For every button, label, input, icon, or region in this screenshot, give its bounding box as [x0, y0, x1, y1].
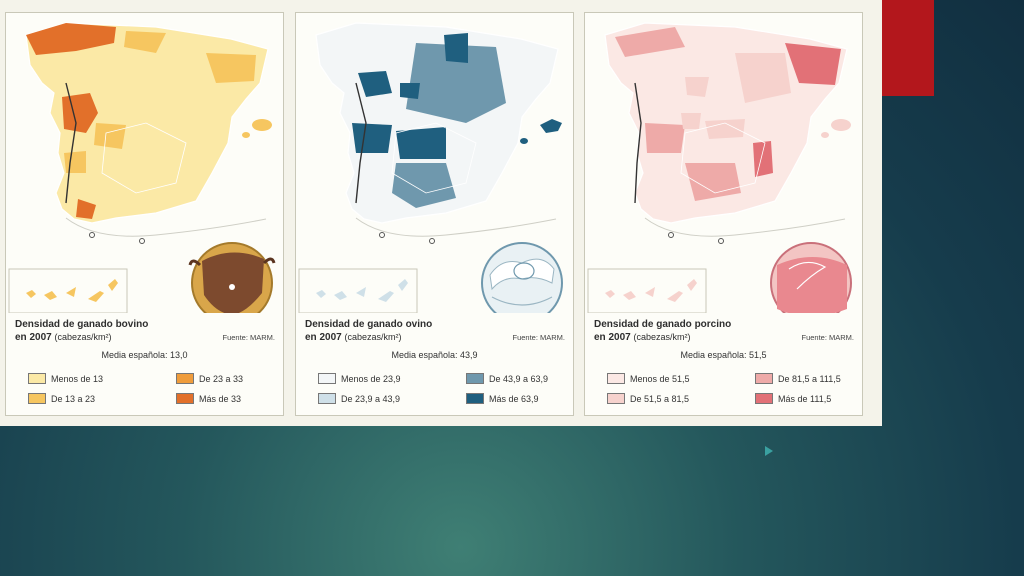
legend-swatch [28, 373, 46, 384]
legend-item: Menos de 51,5 [607, 373, 690, 384]
legend-item: Menos de 23,9 [318, 373, 401, 384]
pig-icon [770, 242, 852, 313]
map-ovino [296, 13, 573, 313]
legend-swatch [176, 373, 194, 384]
map-mean-value: Media española: 43,9 [391, 350, 478, 360]
legend-swatch [607, 373, 625, 384]
legend-swatch [466, 393, 484, 404]
legend-item: De 81,5 a 111,5 [755, 373, 841, 384]
livestock-density-figure: Densidad de ganado bovino en 2007 (cabez… [0, 0, 882, 426]
map-mean-value: Media española: 13,0 [101, 350, 188, 360]
legend-item: De 23 a 33 [176, 373, 243, 384]
map-panel-ovino: Densidad de ganado ovino en 2007 (cabeza… [295, 12, 574, 416]
legend-swatch [755, 373, 773, 384]
legend-item: De 23,9 a 43,9 [318, 393, 400, 404]
legend-swatch [318, 393, 336, 404]
legend-swatch [318, 373, 336, 384]
legend-swatch [176, 393, 194, 404]
legend-item: Más de 63,9 [466, 393, 539, 404]
map-source: Fuente: MARM. [801, 333, 854, 342]
map-bovino [6, 13, 283, 313]
sheep-icon [481, 242, 563, 313]
map-panel-porcino: Densidad de ganado porcino en 2007 (cabe… [584, 12, 863, 416]
legend-item: Más de 33 [176, 393, 241, 404]
legend-swatch [28, 393, 46, 404]
accent-bar [882, 0, 934, 96]
map-title: Densidad de ganado bovino en 2007 (cabez… [15, 319, 149, 343]
slide-arrow-icon [765, 446, 773, 456]
legend-swatch [466, 373, 484, 384]
cow-icon [188, 242, 276, 313]
map-title: Densidad de ganado porcino en 2007 (cabe… [594, 319, 732, 343]
map-panel-bovino: Densidad de ganado bovino en 2007 (cabez… [5, 12, 284, 416]
legend-swatch [755, 393, 773, 404]
map-source: Fuente: MARM. [222, 333, 275, 342]
legend-swatch [607, 393, 625, 404]
map-mean-value: Media española: 51,5 [680, 350, 767, 360]
legend-item: Menos de 13 [28, 373, 103, 384]
map-source: Fuente: MARM. [512, 333, 565, 342]
map-title: Densidad de ganado ovino en 2007 (cabeza… [305, 319, 433, 343]
legend-item: Más de 111,5 [755, 393, 831, 404]
legend-item: De 43,9 a 63,9 [466, 373, 548, 384]
map-porcino [585, 13, 862, 313]
legend-item: De 51,5 a 81,5 [607, 393, 689, 404]
legend-item: De 13 a 23 [28, 393, 95, 404]
